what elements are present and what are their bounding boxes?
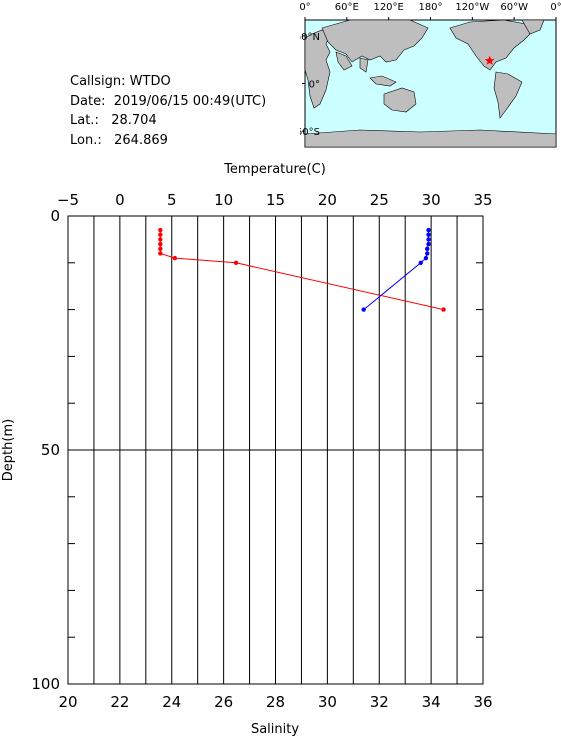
salinity-tick-label: 20 bbox=[58, 693, 77, 711]
salinity-tick-label: 30 bbox=[318, 693, 337, 711]
map-top-tick-labels: 0° 60°E 120°E 180° 120°W 60°W 0° bbox=[300, 2, 561, 13]
map-top-tick-label: 60°W bbox=[500, 2, 528, 13]
date-label: Date: bbox=[70, 93, 106, 109]
lat-value: 28.704 bbox=[111, 113, 157, 128]
date-value: 2019/06/15 00:49(UTC) bbox=[113, 93, 267, 109]
salinity-tick-label: 22 bbox=[110, 693, 129, 711]
temperature-point bbox=[158, 232, 163, 237]
land-north-america bbox=[449, 19, 533, 71]
land-antarctica bbox=[304, 129, 557, 148]
map-left-tick-label: 60°S bbox=[300, 127, 320, 138]
data-series bbox=[158, 227, 446, 312]
land-indonesia bbox=[369, 75, 397, 87]
temperature-tick-label: 0 bbox=[115, 191, 125, 209]
station-star bbox=[484, 55, 495, 65]
temperature-point bbox=[158, 251, 163, 256]
map-top-tick-label: 0° bbox=[550, 2, 561, 13]
salinity-point bbox=[426, 232, 431, 237]
callsign-label: Callsign: bbox=[70, 74, 126, 89]
map-left-tick-label: 0° bbox=[309, 80, 320, 91]
station-info: Callsign: WTDO Date: 2019/06/15 00:49(UT… bbox=[70, 72, 266, 150]
station-marker bbox=[484, 55, 495, 65]
temperature-point bbox=[441, 307, 446, 312]
callsign-value: WTDO bbox=[129, 74, 171, 89]
map-left-tick-label: 60°N bbox=[300, 32, 320, 43]
salinity-axis-label: Salinity bbox=[251, 722, 299, 737]
map-top-tick-label: 0° bbox=[300, 2, 311, 13]
map-top-tick-label: 180° bbox=[418, 2, 442, 13]
lat-row: Lat.: 28.704 bbox=[70, 111, 266, 131]
temperature-point bbox=[158, 227, 163, 233]
temperature-axis-label: Temperature(C) bbox=[223, 162, 326, 177]
salinity-tick-label: 26 bbox=[214, 693, 233, 711]
temperature-tick-labels: −5 0 5 10 15 20 25 30 35 bbox=[57, 191, 493, 209]
depth-tick-label: 0 bbox=[50, 207, 60, 225]
temperature-tick-label: 15 bbox=[266, 191, 285, 209]
land-south-america bbox=[493, 71, 523, 119]
salinity-point bbox=[423, 255, 429, 261]
temperature-tick-label: 20 bbox=[318, 191, 337, 209]
land-asia bbox=[321, 19, 429, 63]
location-map: 0° 60°E 120°E 180° 120°W 60°W 0° 60°N 0° 60°S bbox=[300, 2, 561, 148]
salinity-tick-label: 34 bbox=[422, 693, 441, 711]
lon-row: Lon.: 264.869 bbox=[70, 131, 266, 151]
map-top-tick-label: 120°E bbox=[373, 2, 403, 13]
date-row: Date: 2019/06/15 00:49(UTC) bbox=[70, 92, 266, 112]
salinity-point bbox=[426, 241, 431, 247]
map-left-tick-labels: 60°N 0° 60°S bbox=[300, 32, 320, 138]
lat-label: Lat.: bbox=[70, 113, 99, 128]
temperature-point bbox=[233, 260, 239, 265]
temperature-point bbox=[158, 237, 163, 242]
salinity-tick-label: 32 bbox=[370, 693, 389, 711]
temperature-point bbox=[158, 246, 163, 251]
depth-tick-label: 100 bbox=[31, 675, 60, 693]
land-se-asia bbox=[359, 57, 369, 73]
temperature-tick-label: 25 bbox=[370, 191, 389, 209]
temperature-point bbox=[158, 241, 163, 247]
vertical-gridlines bbox=[93, 216, 458, 684]
callsign-row: Callsign: WTDO bbox=[70, 72, 266, 92]
salinity-point bbox=[426, 227, 431, 233]
salinity-point bbox=[418, 260, 423, 265]
map-top-tick-label: 60°E bbox=[335, 2, 359, 13]
temperature-tick-label: 35 bbox=[473, 191, 492, 209]
map-tick-marks bbox=[302, 17, 557, 132]
depth-tick-label: 50 bbox=[41, 441, 60, 459]
land-india bbox=[335, 51, 353, 71]
temperature-profile-line bbox=[159, 230, 444, 311]
salinity-profile-line bbox=[363, 230, 429, 310]
temperature-tick-label: 10 bbox=[214, 191, 233, 209]
salinity-tick-label: 24 bbox=[162, 693, 181, 711]
salinity-tick-label: 36 bbox=[473, 693, 492, 711]
salinity-tick-label: 28 bbox=[266, 693, 285, 711]
temperature-tick-label: 30 bbox=[422, 191, 441, 209]
map-land bbox=[304, 19, 557, 148]
salinity-tick-labels: 20 22 24 26 28 30 32 34 36 bbox=[58, 693, 492, 711]
temperature-tick-label: 5 bbox=[167, 191, 177, 209]
depth-tick-labels: 0 50 100 bbox=[31, 207, 60, 693]
salinity-point bbox=[425, 251, 430, 256]
land-australia bbox=[383, 87, 417, 113]
depth-axis-label: Depth(m) bbox=[1, 419, 16, 481]
salinity-point bbox=[425, 246, 430, 251]
land-greenland bbox=[521, 19, 545, 35]
temperature-point bbox=[172, 255, 178, 261]
salinity-point bbox=[361, 307, 366, 312]
plot-frame bbox=[67, 215, 484, 685]
temperature-tick-label: −5 bbox=[57, 191, 79, 209]
horizontal-gridlines bbox=[68, 262, 483, 638]
salinity-point bbox=[426, 237, 431, 242]
lon-value: 264.869 bbox=[114, 132, 168, 148]
map-top-tick-label: 120°W bbox=[455, 2, 489, 13]
lon-label: Lon.: bbox=[70, 132, 102, 148]
